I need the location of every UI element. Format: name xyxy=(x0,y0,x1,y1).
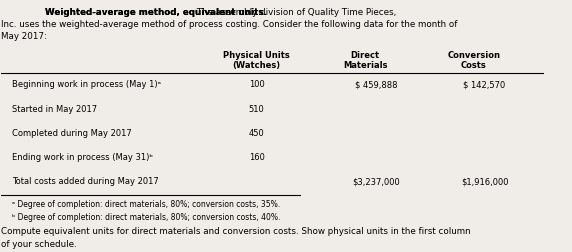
Text: (Watches): (Watches) xyxy=(232,61,281,70)
Text: $1,916,000: $1,916,000 xyxy=(461,177,509,186)
Text: May 2017:: May 2017: xyxy=(1,32,47,41)
Text: Weighted-average method, equivalent units.: Weighted-average method, equivalent unit… xyxy=(45,8,267,17)
Text: ᵇ Degree of completion: direct materials, 80%; conversion costs, 40%.: ᵇ Degree of completion: direct materials… xyxy=(12,213,281,222)
Text: 450: 450 xyxy=(249,129,264,138)
Text: Beginning work in process (May 1)ᵃ: Beginning work in process (May 1)ᵃ xyxy=(12,80,161,89)
Text: Materials: Materials xyxy=(343,61,387,70)
Text: Costs: Costs xyxy=(461,61,487,70)
Text: ᵃ Degree of completion: direct materials, 80%; conversion costs, 35%.: ᵃ Degree of completion: direct materials… xyxy=(12,200,280,209)
Text: 160: 160 xyxy=(249,153,264,162)
Text: Started in May 2017: Started in May 2017 xyxy=(12,105,97,114)
Text: Completed during May 2017: Completed during May 2017 xyxy=(12,129,132,138)
Text: Physical Units: Physical Units xyxy=(223,51,290,60)
Text: Ending work in process (May 31)ᵇ: Ending work in process (May 31)ᵇ xyxy=(12,153,153,162)
Text: of your schedule.: of your schedule. xyxy=(1,240,77,249)
Text: 510: 510 xyxy=(249,105,264,114)
Text: Weighted-average method, equivalent units.: Weighted-average method, equivalent unit… xyxy=(45,8,267,17)
Text: Total costs added during May 2017: Total costs added during May 2017 xyxy=(12,177,159,186)
Text: $ 142,570: $ 142,570 xyxy=(463,80,506,89)
Text: Compute equivalent units for direct materials and conversion costs. Show physica: Compute equivalent units for direct mate… xyxy=(1,227,471,236)
Text: Inc. uses the weighted-average method of process costing. Consider the following: Inc. uses the weighted-average method of… xyxy=(1,20,458,29)
Text: 100: 100 xyxy=(249,80,264,89)
Text: $ 459,888: $ 459,888 xyxy=(355,80,397,89)
Text: The assembly division of Quality Time Pieces,: The assembly division of Quality Time Pi… xyxy=(194,8,396,17)
Text: $3,237,000: $3,237,000 xyxy=(352,177,400,186)
Text: Direct: Direct xyxy=(351,51,380,60)
Text: Conversion: Conversion xyxy=(447,51,500,60)
